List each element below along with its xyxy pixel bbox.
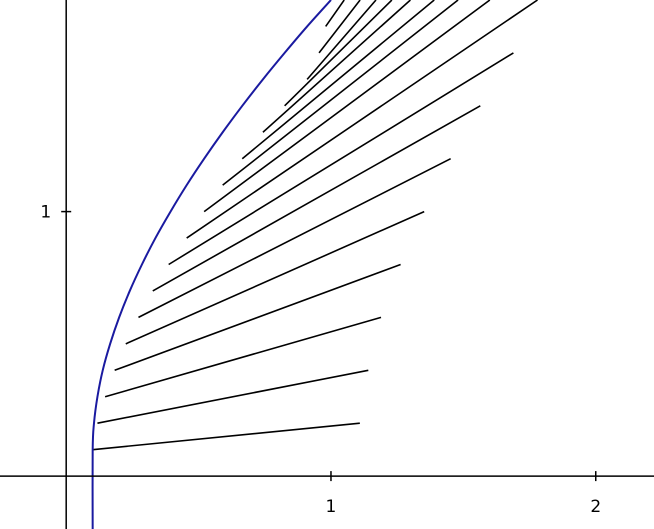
x-tick-label-1: 1 — [326, 497, 337, 517]
segment-13 — [262, 0, 411, 133]
segment-14 — [284, 0, 393, 107]
segment-15 — [306, 0, 377, 80]
segment-11 — [222, 0, 459, 186]
y-tick-label-1: 1 — [40, 203, 51, 223]
segment-5 — [125, 210, 425, 345]
segment-8 — [168, 52, 514, 266]
segment-1 — [92, 422, 360, 451]
segment-10 — [203, 0, 491, 213]
segment-17 — [325, 0, 345, 27]
segment-3 — [104, 316, 382, 398]
segment-7 — [152, 105, 481, 292]
segment-16 — [318, 0, 361, 54]
envelope-segments — [92, 0, 538, 451]
x-tick-label-2: 2 — [590, 497, 601, 517]
segment-2 — [97, 369, 369, 424]
envelope-curve — [91, 0, 332, 529]
segment-12 — [241, 0, 435, 160]
segment-4 — [114, 263, 401, 372]
segment-9 — [186, 0, 538, 239]
segment-6 — [138, 157, 452, 319]
